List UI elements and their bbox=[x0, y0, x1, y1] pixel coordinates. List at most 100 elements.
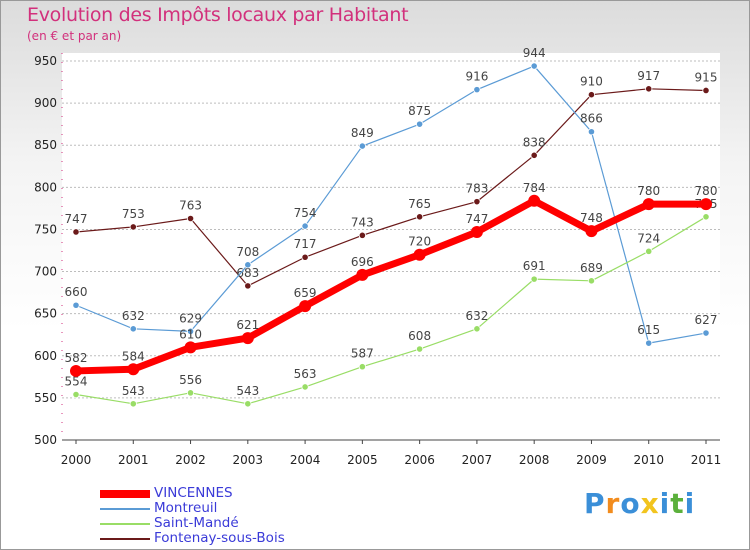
x-tick-label: 2003 bbox=[233, 453, 264, 467]
x-tick-label: 2000 bbox=[61, 453, 92, 467]
series-line-montreuil bbox=[75, 65, 707, 344]
data-point bbox=[530, 151, 538, 159]
logo-letter: P bbox=[584, 487, 606, 520]
data-label: 783 bbox=[465, 182, 488, 196]
data-point bbox=[642, 198, 655, 211]
data-label: 543 bbox=[122, 384, 145, 398]
data-label: 615 bbox=[637, 323, 660, 337]
data-label: 632 bbox=[122, 309, 145, 323]
data-point bbox=[70, 364, 82, 377]
data-point bbox=[129, 223, 137, 231]
legend-label: Saint-Mandé bbox=[154, 515, 239, 531]
data-point bbox=[186, 327, 195, 335]
data-label: 765 bbox=[408, 197, 431, 211]
data-label: 754 bbox=[294, 206, 317, 220]
y-tick-label: 500 bbox=[34, 433, 57, 447]
y-tick-label: 700 bbox=[34, 265, 57, 279]
x-tick-label: 2005 bbox=[347, 453, 378, 467]
data-point bbox=[473, 86, 481, 94]
data-point bbox=[700, 198, 712, 211]
data-point bbox=[356, 268, 369, 281]
data-point bbox=[358, 363, 366, 371]
data-point bbox=[72, 390, 80, 399]
x-tick-label: 2007 bbox=[462, 453, 493, 467]
data-point bbox=[702, 329, 710, 337]
data-point bbox=[702, 86, 710, 95]
chart-subtitle: (en € et par an) bbox=[27, 29, 122, 43]
data-point bbox=[186, 214, 195, 223]
data-point bbox=[129, 325, 137, 333]
data-point bbox=[587, 277, 596, 285]
data-point bbox=[645, 85, 653, 93]
data-label: 708 bbox=[236, 245, 259, 259]
data-point bbox=[585, 225, 598, 238]
data-label: 866 bbox=[580, 112, 603, 126]
proxiti-logo: Proxiti bbox=[584, 487, 695, 520]
x-tick-label: 2006 bbox=[404, 453, 435, 467]
data-label: 717 bbox=[294, 237, 317, 251]
data-point bbox=[530, 62, 538, 70]
series-line-vincennes bbox=[75, 197, 706, 375]
data-label: 780 bbox=[637, 184, 660, 198]
legend-label: VINCENNES bbox=[154, 485, 233, 501]
data-point bbox=[358, 231, 366, 239]
data-point bbox=[301, 253, 309, 261]
data-point bbox=[244, 261, 252, 269]
series-line-fontenay-sous-bois bbox=[75, 88, 707, 287]
data-label: 910 bbox=[580, 75, 603, 89]
y-tick-label: 550 bbox=[34, 391, 57, 405]
data-label: 748 bbox=[580, 211, 603, 225]
logo-letter: o bbox=[620, 487, 641, 520]
legend-swatch bbox=[100, 538, 150, 540]
data-label: 763 bbox=[179, 198, 202, 212]
data-point bbox=[299, 300, 312, 313]
data-label: 875 bbox=[408, 104, 431, 118]
y-tick-label: 750 bbox=[34, 222, 57, 236]
x-tick-label: 2004 bbox=[290, 453, 321, 467]
data-label: 632 bbox=[465, 309, 488, 323]
data-point bbox=[587, 128, 596, 136]
data-label: 724 bbox=[637, 231, 660, 245]
x-tick-label: 2001 bbox=[118, 453, 149, 467]
x-tick-label: 2002 bbox=[175, 453, 206, 467]
data-label: 587 bbox=[351, 347, 374, 361]
plot-area bbox=[62, 53, 720, 440]
logo-letter: i bbox=[684, 487, 696, 520]
data-point bbox=[470, 225, 483, 238]
data-label: 584 bbox=[122, 349, 145, 363]
y-tick-label: 900 bbox=[34, 96, 57, 110]
logo-letter: r bbox=[605, 487, 621, 520]
legend-swatch bbox=[100, 523, 150, 525]
data-label: 660 bbox=[65, 285, 88, 299]
data-point bbox=[129, 400, 137, 408]
data-point bbox=[186, 389, 195, 397]
y-tick-label: 650 bbox=[34, 307, 57, 321]
data-point bbox=[72, 301, 80, 309]
data-point bbox=[473, 325, 481, 333]
data-point bbox=[72, 228, 80, 236]
legend-label: Montreuil bbox=[154, 500, 218, 516]
data-label: 780 bbox=[695, 184, 718, 198]
data-point bbox=[416, 120, 424, 128]
data-label: 944 bbox=[523, 46, 546, 60]
data-label: 554 bbox=[65, 375, 88, 389]
data-point bbox=[645, 339, 653, 347]
legend-swatch bbox=[100, 508, 150, 510]
data-label: 582 bbox=[65, 351, 88, 365]
data-label: 621 bbox=[236, 318, 259, 332]
data-label: 784 bbox=[523, 181, 546, 195]
data-label: 556 bbox=[179, 373, 202, 387]
data-point bbox=[413, 248, 426, 261]
x-tick-label: 2010 bbox=[633, 453, 664, 467]
x-tick-label: 2009 bbox=[576, 453, 607, 467]
y-tick-label: 800 bbox=[34, 180, 57, 194]
data-label: 720 bbox=[408, 235, 431, 249]
logo-letter: x bbox=[640, 487, 660, 520]
data-point bbox=[473, 198, 481, 206]
data-label: 747 bbox=[65, 212, 88, 226]
x-tick-label: 2011 bbox=[691, 453, 722, 467]
data-label: 915 bbox=[695, 70, 718, 84]
data-label: 838 bbox=[523, 135, 546, 149]
data-point bbox=[530, 275, 538, 283]
